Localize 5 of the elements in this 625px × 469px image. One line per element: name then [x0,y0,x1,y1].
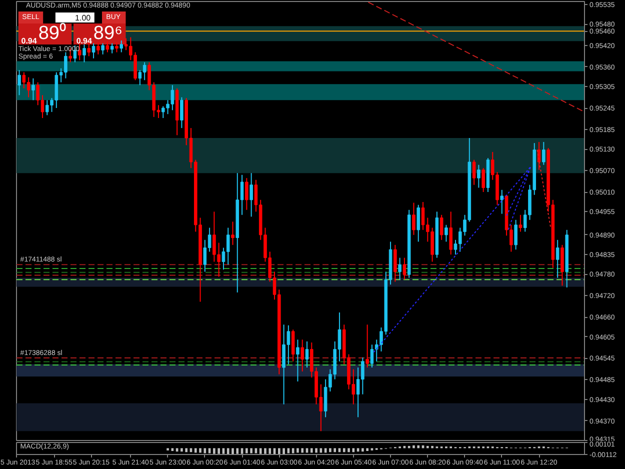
annotation: 0.94 [21,36,38,46]
annotation: 89⁰ [38,22,66,44]
annotation: 89⁶ [93,23,122,44]
annotation: 1.00 [75,14,92,22]
annotation: 0.94 [76,36,92,46]
